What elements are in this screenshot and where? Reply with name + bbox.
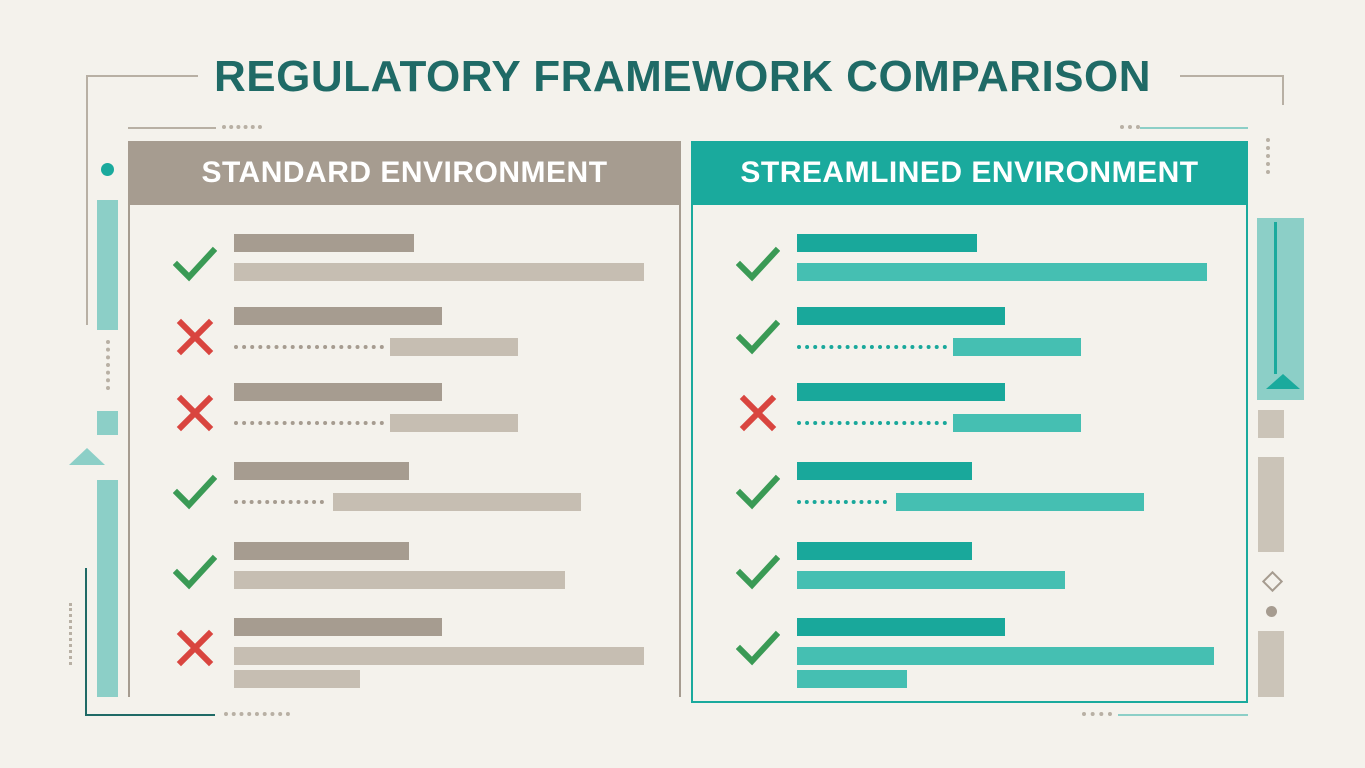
standard-row-3 (130, 383, 679, 443)
frame-line-sub-left (128, 127, 216, 129)
item-detail-bar (234, 647, 644, 665)
checkmark-icon (735, 315, 781, 359)
checkmark-icon (735, 470, 781, 514)
standard-row-6 (130, 618, 679, 688)
item-detail-bar (390, 338, 518, 356)
item-detail-bar (797, 571, 1065, 589)
left-dots-vertical (106, 340, 110, 390)
right-diamond (1261, 570, 1284, 593)
streamlined-row-6 (693, 618, 1246, 688)
frame-line-sub-right (1140, 127, 1248, 129)
cross-icon (736, 391, 780, 435)
bottom-line-left (85, 714, 215, 716)
standard-environment-panel: STANDARD ENVIRONMENT (128, 141, 681, 697)
checkmark-icon (172, 470, 218, 514)
item-dotted-leader (234, 421, 384, 425)
standard-environment-header: STANDARD ENVIRONMENT (130, 141, 679, 205)
item-detail-bar (953, 414, 1081, 432)
item-title-bar (234, 234, 414, 252)
left-thin-dots (69, 603, 72, 665)
frame-line-left-vertical (86, 75, 88, 325)
checkmark-icon (172, 550, 218, 594)
teal-dot (101, 163, 114, 176)
item-dotted-leader (797, 500, 887, 504)
item-dotted-leader (234, 500, 324, 504)
standard-row-5 (130, 542, 679, 602)
left-thin-line (85, 568, 87, 716)
cross-icon (173, 391, 217, 435)
item-title-bar (797, 462, 972, 480)
cross-icon (173, 626, 217, 670)
bottom-line-right (1118, 714, 1248, 716)
standard-row-1 (130, 234, 679, 294)
frame-line-top-left (86, 75, 198, 77)
item-title-bar (234, 618, 442, 636)
item-detail-bar (953, 338, 1081, 356)
item-detail-bar (797, 647, 1214, 665)
item-title-bar (797, 542, 972, 560)
frame-line-top-right (1180, 75, 1284, 77)
bottom-dots-right (1082, 712, 1112, 716)
page-title: REGULATORY FRAMEWORK COMPARISON (213, 52, 1152, 101)
streamlined-environment-panel: STREAMLINED ENVIRONMENT (691, 141, 1248, 703)
streamlined-environment-header-label: STREAMLINED ENVIRONMENT (740, 156, 1199, 189)
checkmark-icon (735, 242, 781, 286)
left-triangle (69, 448, 105, 465)
streamlined-row-1 (693, 234, 1246, 294)
frame-line-right-vertical (1282, 75, 1284, 105)
right-gray-block-3 (1258, 631, 1284, 697)
item-title-bar (234, 307, 442, 325)
checkmark-icon (735, 550, 781, 594)
streamlined-row-4 (693, 462, 1246, 522)
item-detail-bar (234, 263, 644, 281)
item-dotted-leader (797, 421, 947, 425)
right-gray-block-1 (1258, 410, 1284, 438)
item-detail-bar (333, 493, 581, 511)
right-gray-dot (1266, 606, 1277, 617)
streamlined-row-3 (693, 383, 1246, 443)
item-extra-bar (234, 670, 360, 688)
bottom-dots-left (224, 712, 290, 716)
item-title-bar (797, 307, 1005, 325)
frame-dots-sub-right (1120, 125, 1140, 129)
right-teal-frame-inner (1262, 222, 1277, 374)
streamlined-row-2 (693, 307, 1246, 367)
item-title-bar (797, 234, 977, 252)
item-detail-bar (390, 414, 518, 432)
frame-dots-right-vertical (1266, 138, 1270, 174)
cross-icon (173, 315, 217, 359)
item-title-bar (234, 542, 409, 560)
streamlined-environment-header: STREAMLINED ENVIRONMENT (691, 141, 1248, 205)
item-extra-bar (797, 670, 907, 688)
standard-row-2 (130, 307, 679, 367)
streamlined-row-5 (693, 542, 1246, 602)
left-teal-bar-upper (97, 200, 118, 330)
left-teal-square (97, 411, 118, 435)
left-teal-bar-lower (97, 480, 118, 697)
standard-row-4 (130, 462, 679, 522)
item-title-bar (234, 462, 409, 480)
item-title-bar (234, 383, 442, 401)
item-title-bar (797, 383, 1005, 401)
item-dotted-leader (797, 345, 947, 349)
right-triangle (1266, 374, 1300, 389)
item-detail-bar (896, 493, 1144, 511)
item-detail-bar (797, 263, 1207, 281)
frame-dots-sub-left (222, 125, 262, 129)
right-gray-block-2 (1258, 457, 1284, 552)
item-detail-bar (234, 571, 565, 589)
checkmark-icon (735, 626, 781, 670)
checkmark-icon (172, 242, 218, 286)
item-title-bar (797, 618, 1005, 636)
item-dotted-leader (234, 345, 384, 349)
standard-environment-header-label: STANDARD ENVIRONMENT (201, 156, 608, 189)
